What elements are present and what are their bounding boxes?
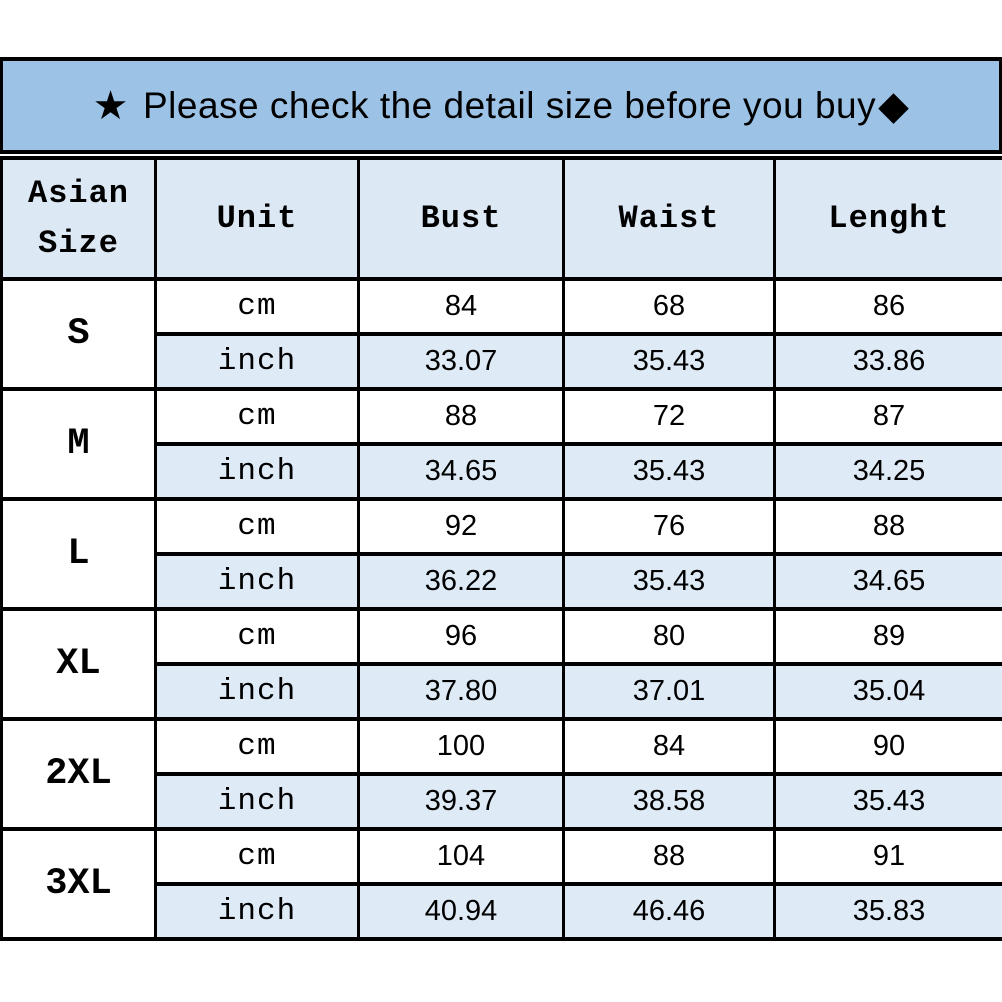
column-header-unit: Unit	[154, 156, 360, 281]
table-row-2xl-cm: 2XL cm 100 84 90	[0, 717, 1002, 831]
length-value: 86	[773, 277, 1002, 336]
table-row-s-cm: S cm 84 68 86	[0, 277, 1002, 391]
size-cell: M	[0, 387, 157, 501]
length-value: 87	[773, 387, 1002, 446]
table-row-s-inch: inch 33.07 35.43 33.86	[2, 332, 1002, 391]
unit-cell: cm	[154, 497, 360, 556]
unit-cell: inch	[154, 772, 360, 831]
table-row-xl-cm: XL cm 96 80 89	[0, 607, 1002, 721]
bust-value: 39.37	[357, 772, 565, 831]
size-cell: 2XL	[0, 717, 157, 831]
table-row-l-cm: L cm 92 76 88	[0, 497, 1002, 611]
length-value: 35.43	[773, 772, 1002, 831]
bust-value: 37.80	[357, 662, 565, 721]
size-cell: 3XL	[0, 827, 157, 941]
bust-value: 88	[357, 387, 565, 446]
length-value: 34.25	[773, 442, 1002, 501]
column-header-length: Lenght	[773, 156, 1002, 281]
waist-value: 76	[562, 497, 776, 556]
waist-value: 37.01	[562, 662, 776, 721]
table-row-m-cm: M cm 88 72 87	[0, 387, 1002, 501]
waist-value: 80	[562, 607, 776, 666]
size-table: Asian Size Unit Bust Waist Lenght S cm 8…	[0, 156, 1002, 941]
column-header-bust: Bust	[357, 156, 565, 281]
bust-value: 96	[357, 607, 565, 666]
unit-cell: inch	[154, 552, 360, 611]
column-header-waist: Waist	[562, 156, 776, 281]
unit-cell: cm	[154, 607, 360, 666]
table-row-xl-inch: inch 37.80 37.01 35.04	[2, 662, 1002, 721]
waist-value: 68	[562, 277, 776, 336]
table-row-3xl-cm: 3XL cm 104 88 91	[0, 827, 1002, 941]
length-value: 90	[773, 717, 1002, 776]
bust-value: 40.94	[357, 882, 565, 941]
table-row-2xl-inch: inch 39.37 38.58 35.43	[2, 772, 1002, 831]
waist-value: 38.58	[562, 772, 776, 831]
unit-cell: inch	[154, 332, 360, 391]
unit-cell: inch	[154, 442, 360, 501]
length-value: 88	[773, 497, 1002, 556]
length-value: 34.65	[773, 552, 1002, 611]
waist-value: 35.43	[562, 332, 776, 391]
bust-value: 92	[357, 497, 565, 556]
bust-value: 36.22	[357, 552, 565, 611]
table-row-3xl-inch: inch 40.94 46.46 35.83	[2, 882, 1002, 941]
size-cell: S	[0, 277, 157, 391]
waist-value: 35.43	[562, 552, 776, 611]
table-header-row: Asian Size Unit Bust Waist Lenght	[0, 156, 1002, 281]
length-value: 35.04	[773, 662, 1002, 721]
length-value: 33.86	[773, 332, 1002, 391]
unit-cell: inch	[154, 882, 360, 941]
bust-value: 100	[357, 717, 565, 776]
size-cell: L	[0, 497, 157, 611]
length-value: 91	[773, 827, 1002, 886]
unit-cell: cm	[154, 277, 360, 336]
notice-banner: ★ Please check the detail size before yo…	[0, 57, 1002, 154]
star-icon: ★	[92, 83, 129, 128]
size-cell: XL	[0, 607, 157, 721]
bust-value: 33.07	[357, 332, 565, 391]
waist-value: 84	[562, 717, 776, 776]
bust-value: 84	[357, 277, 565, 336]
waist-value: 88	[562, 827, 776, 886]
unit-cell: cm	[154, 827, 360, 886]
table-row-m-inch: inch 34.65 35.43 34.25	[2, 442, 1002, 501]
length-value: 89	[773, 607, 1002, 666]
bust-value: 34.65	[357, 442, 565, 501]
banner-text: Please check the detail size before you …	[142, 85, 877, 126]
unit-cell: cm	[154, 717, 360, 776]
waist-value: 72	[562, 387, 776, 446]
table-row-l-inch: inch 36.22 35.43 34.65	[2, 552, 1002, 611]
unit-cell: inch	[154, 662, 360, 721]
unit-cell: cm	[154, 387, 360, 446]
length-value: 35.83	[773, 882, 1002, 941]
waist-value: 46.46	[562, 882, 776, 941]
diamond-icon: ◆	[878, 83, 910, 128]
column-header-asian-size: Asian Size	[0, 156, 157, 281]
waist-value: 35.43	[562, 442, 776, 501]
bust-value: 104	[357, 827, 565, 886]
